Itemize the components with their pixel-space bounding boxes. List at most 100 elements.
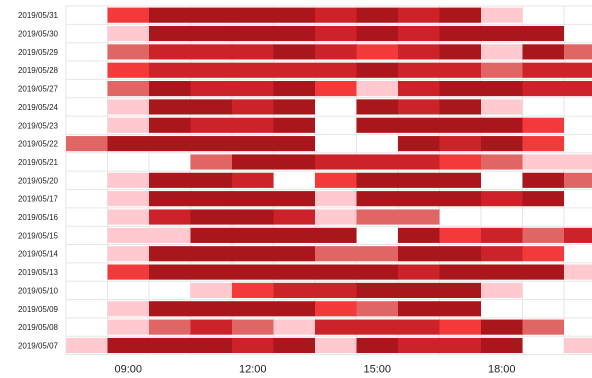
y-tick-label: 2019/05/17 [18,195,59,204]
heatmap-cell [190,319,232,335]
heatmap-cell [190,154,232,170]
heatmap-cell [190,62,232,78]
heatmap-cell [273,154,315,170]
heatmap-cell [273,81,315,97]
heatmap-cell [190,282,232,298]
y-tick-label: 2019/05/07 [18,341,59,350]
heatmap-cell [315,264,357,280]
heatmap-cell [481,62,523,78]
heatmap-cell [481,81,523,97]
heatmap-cell [273,337,315,354]
y-tick-label: 2019/05/27 [18,85,59,94]
heatmap-cell [481,117,523,133]
heatmap-cell [232,246,274,262]
heatmap-cell [439,99,481,115]
heatmap-cell [398,227,440,243]
heatmap-cell [398,44,440,60]
heatmap-cell [439,117,481,133]
x-tick-label: 15:00 [363,364,391,376]
heatmap-cell [232,7,274,23]
heatmap-cell [149,227,191,243]
heatmap-cell [398,81,440,97]
heatmap-cell [439,191,481,207]
heatmap-cell [356,246,398,262]
y-tick-label: 2019/05/10 [18,286,59,295]
heatmap-cell [107,62,149,78]
heatmap-cell [564,227,592,243]
heatmap-cell [481,246,523,262]
heatmap-cell [481,44,523,60]
heatmap-cell [190,301,232,317]
heatmap-cell [315,7,357,23]
heatmap-cell [481,264,523,280]
y-tick-label: 2019/05/15 [18,231,59,240]
heatmap-cell [107,301,149,317]
heatmap-cell [315,62,357,78]
heatmap-cell [522,227,564,243]
heatmap-cell [481,191,523,207]
heatmap-cell [149,7,191,23]
heatmap-cell [398,62,440,78]
heatmap-cell [564,172,592,188]
heatmap-cell [481,319,523,335]
heatmap-cell [439,154,481,170]
heatmap-cell [398,172,440,188]
heatmap-cell [564,62,592,78]
heatmap-cell [149,44,191,60]
heatmap-cell [439,227,481,243]
heatmap-cell [107,209,149,225]
heatmap-cell [273,301,315,317]
x-axis-labels: 09:00 12:00 15:00 18:00 [114,364,515,376]
heatmap-cell [398,319,440,335]
heatmap-cell [107,117,149,133]
heatmap-cell [190,246,232,262]
heatmap-cell [232,25,274,42]
heatmap-cell [481,7,523,23]
heatmap-cell [398,99,440,115]
x-tick-label: 09:00 [114,364,142,376]
heatmap-cell [398,117,440,133]
heatmap-cell [439,44,481,60]
heatmap-cell [315,227,357,243]
heatmap-cell [481,282,523,298]
heatmap-cell [107,25,149,42]
y-tick-label: 2019/05/14 [18,250,59,259]
heatmap-cell [273,282,315,298]
heatmap-cell [398,154,440,170]
heatmap-cell [149,99,191,115]
heatmap-cell [232,62,274,78]
heatmap-cells [66,7,592,354]
heatmap-cell [356,117,398,133]
heatmap-cell [190,337,232,354]
heatmap-cell [439,25,481,42]
heatmap-cell [190,117,232,133]
heatmap-cell [356,264,398,280]
heatmap-cell [107,319,149,335]
y-tick-label: 2019/05/31 [18,11,59,20]
y-tick-label: 2019/05/23 [18,121,59,130]
heatmap-cell [273,7,315,23]
y-axis-labels: 2019/05/31 2019/05/30 2019/05/29 2019/05/28… [18,11,59,350]
heatmap-cell [439,246,481,262]
heatmap-cell [398,337,440,354]
x-tick-label: 12:00 [239,364,267,376]
heatmap-cell [232,117,274,133]
heatmap-cell [398,282,440,298]
heatmap-cell [315,319,357,335]
heatmap-cell [481,136,523,152]
heatmap-cell [232,191,274,207]
heatmap-cell [522,172,564,188]
y-tick-label: 2019/05/09 [18,305,59,314]
heatmap-cell [439,337,481,354]
heatmap-cell [149,117,191,133]
heatmap-cell [232,209,274,225]
heatmap-cell [398,191,440,207]
heatmap-cell [439,301,481,317]
heatmap-cell [564,337,592,354]
heatmap-cell [107,246,149,262]
heatmap-cell [356,319,398,335]
heatmap-cell [273,44,315,60]
heatmap-cell [356,154,398,170]
heatmap-cell [273,117,315,133]
